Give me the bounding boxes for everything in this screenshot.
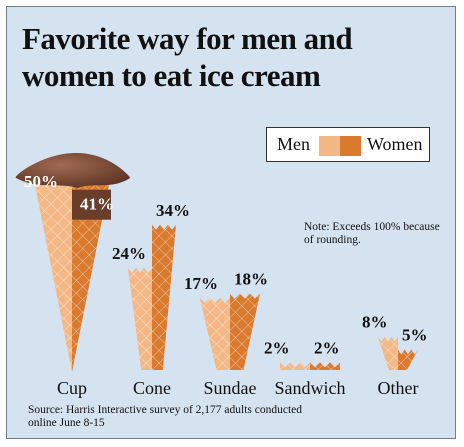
- value-label-women-sandwich: 2%: [314, 338, 340, 357]
- value-label-women-cone: 34%: [156, 201, 190, 220]
- value-label-men-sandwich: 2%: [264, 338, 290, 357]
- bar-women-cone-texture: [152, 224, 176, 370]
- bar-men-other-texture: [378, 336, 398, 370]
- category-label-cup: Cup: [57, 378, 87, 398]
- value-label-men-sundae: 17%: [184, 274, 218, 293]
- cup-scoop-women: [72, 189, 111, 220]
- bar-men-sandwich: [280, 362, 310, 370]
- bar-women-sandwich-texture: [310, 362, 340, 370]
- bar-women-cup: [72, 185, 109, 372]
- bar-men-sundae-texture: [200, 297, 230, 370]
- bar-men-other: [378, 336, 398, 370]
- category-label-sandwich: Sandwich: [275, 378, 346, 398]
- source-note: Source: Harris Interactive survey of 2,1…: [28, 404, 302, 429]
- legend-label-women: Women: [367, 134, 423, 154]
- legend-swatch-women: [340, 136, 361, 156]
- bar-women-other-texture: [398, 349, 418, 370]
- value-label-men-other: 8%: [362, 313, 388, 332]
- bar-women-cup-texture: [72, 185, 109, 372]
- chart-title: Favorite way for men and women to eat ic…: [22, 21, 353, 93]
- value-label-men-cup: 50%: [24, 172, 58, 191]
- bar-men-cup-texture: [35, 185, 72, 372]
- cup-scoop-men: [15, 153, 131, 188]
- bar-women-sandwich: [310, 362, 340, 370]
- category-label-cone: Cone: [133, 378, 171, 398]
- bar-women-cone: [152, 224, 176, 370]
- bar-women-other: [398, 349, 418, 370]
- bar-men-sandwich-texture: [280, 362, 310, 370]
- category-label-sundae: Sundae: [204, 378, 257, 398]
- bar-men-cone: [128, 267, 152, 370]
- bar-men-cone-texture: [128, 267, 152, 370]
- value-label-men-cone: 24%: [112, 244, 146, 263]
- value-label-women-other: 5%: [402, 326, 428, 345]
- rounding-note: Note: Exceeds 100% because of rounding.: [304, 221, 440, 246]
- legend-label-men: Men: [277, 134, 310, 154]
- value-label-women-sundae: 18%: [234, 270, 268, 289]
- category-label-other: Other: [378, 378, 419, 398]
- bar-men-cup: [35, 185, 72, 372]
- legend: Men Women: [266, 127, 430, 162]
- value-label-women-cup: 41%: [80, 195, 114, 214]
- bar-men-sundae: [200, 297, 230, 370]
- bar-women-sundae-texture: [230, 293, 260, 370]
- legend-swatch-men: [319, 136, 340, 156]
- bar-women-sundae: [230, 293, 260, 370]
